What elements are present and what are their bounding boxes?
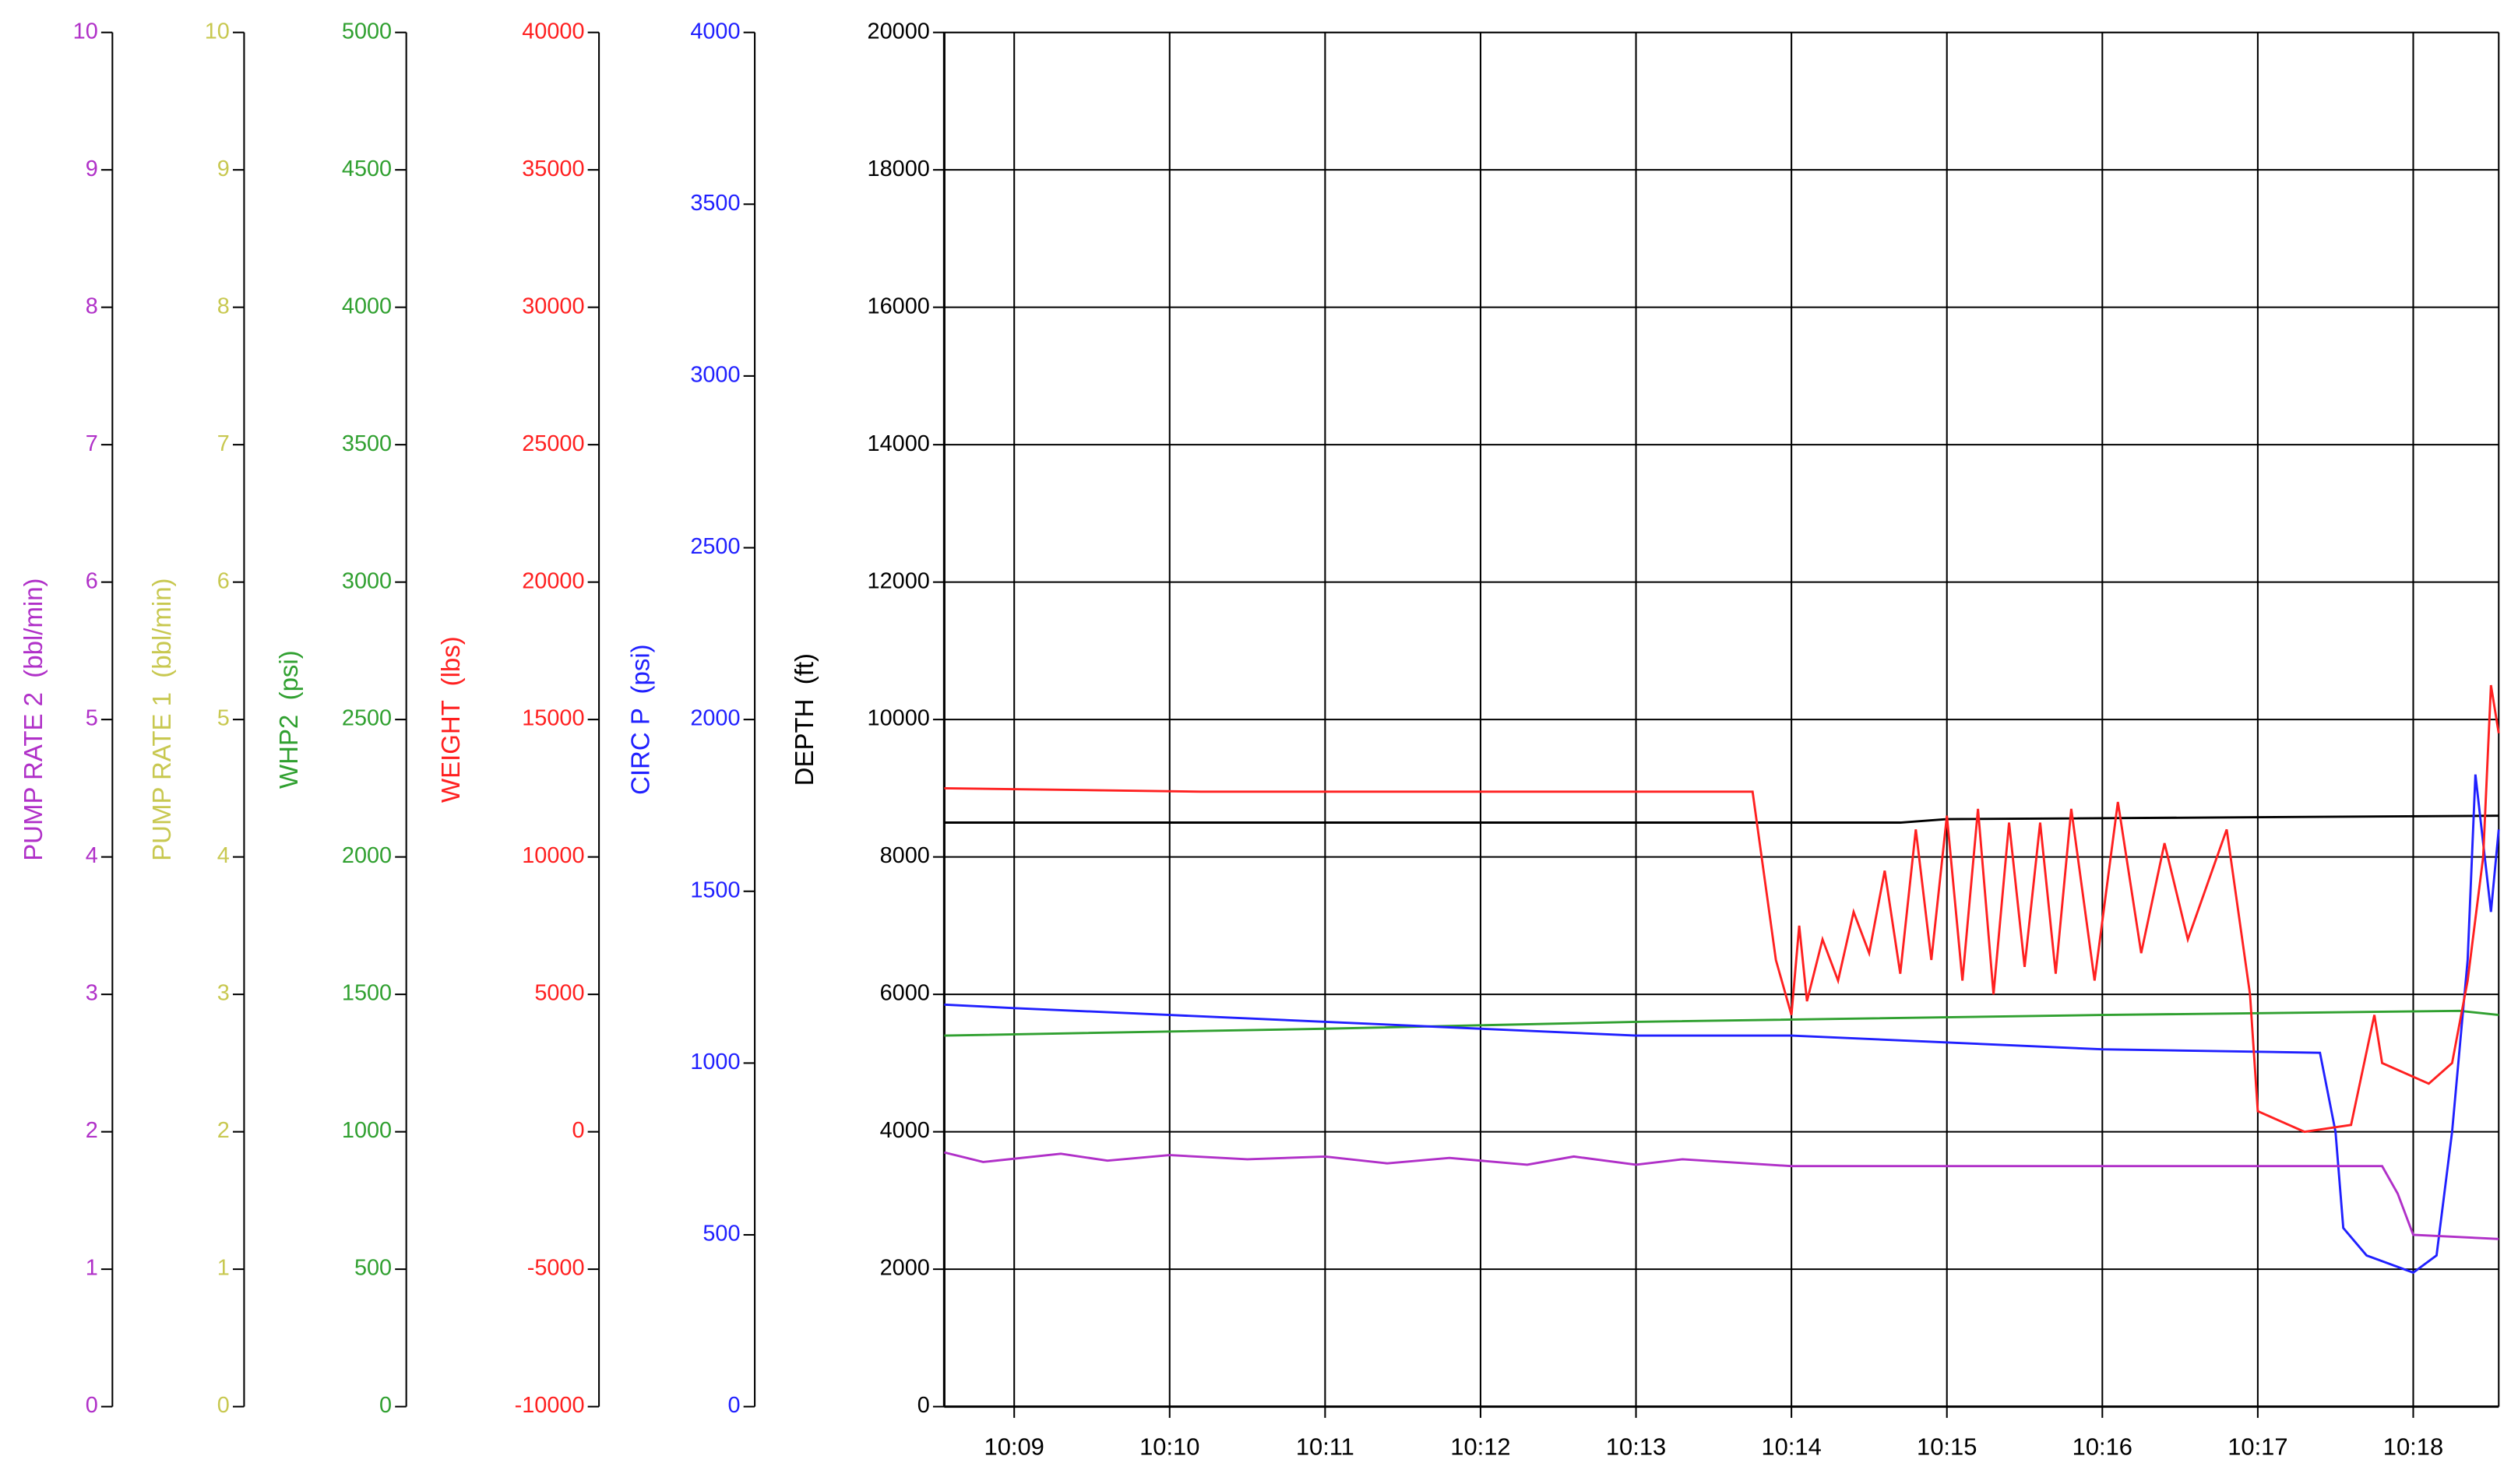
x-tick-label: 10:16 xyxy=(2073,1433,2132,1460)
axis-title: DEPTH (ft) xyxy=(790,653,819,786)
series-line xyxy=(944,1009,2499,1037)
axis-title: PUMP RATE 2 (bbl/min) xyxy=(19,578,48,860)
y-tick-label: 8 xyxy=(217,294,230,318)
y-tick-label: 10000 xyxy=(522,843,584,868)
y-tick-label: 3000 xyxy=(342,568,392,593)
axis-title: WEIGHT (lbs) xyxy=(436,636,465,803)
y-tick-label: 1500 xyxy=(690,877,740,902)
x-tick-label: 10:15 xyxy=(1917,1433,1977,1460)
y-tick-label: 2 xyxy=(217,1118,230,1143)
axis-title: PUMP RATE 1 (bbl/min) xyxy=(147,578,176,860)
y-tick-label: 500 xyxy=(703,1222,740,1247)
y-tick-label: 4 xyxy=(86,843,98,868)
y-tick-label: 2000 xyxy=(690,706,740,731)
y-tick-label: 500 xyxy=(354,1256,392,1281)
y-tick-label: 0 xyxy=(727,1393,740,1418)
series-line xyxy=(944,814,2499,824)
y-tick-label: 7 xyxy=(86,431,98,456)
x-tick-label: 10:10 xyxy=(1139,1433,1199,1460)
y-tick-label: 9 xyxy=(217,156,230,181)
y-tick-label: 6000 xyxy=(880,981,930,1006)
y-tick-label: 9 xyxy=(86,156,98,181)
y-tick-label: 3500 xyxy=(342,431,392,456)
y-tick-label: -5000 xyxy=(527,1256,585,1281)
y-tick-label: 3 xyxy=(217,981,230,1006)
y-tick-label: 16000 xyxy=(868,294,930,318)
y-tick-label: 8 xyxy=(86,294,98,318)
y-tick-label: 2 xyxy=(86,1118,98,1143)
y-tick-label: 5000 xyxy=(342,19,392,44)
series-line xyxy=(944,684,2500,1134)
y-tick-label: 2500 xyxy=(690,534,740,559)
y-tick-label: 8000 xyxy=(880,843,930,868)
y-tick-label: 10 xyxy=(205,19,230,44)
x-tick-label: 10:11 xyxy=(1296,1433,1354,1460)
y-tick-label: 4000 xyxy=(342,294,392,318)
y-tick-label: 3 xyxy=(86,981,98,1006)
y-tick-label: 1500 xyxy=(342,981,392,1006)
y-tick-label: 10 xyxy=(73,19,98,44)
y-tick-label: 1 xyxy=(217,1256,230,1281)
y-tick-label: 3000 xyxy=(690,363,740,388)
y-tick-label: 5000 xyxy=(534,981,584,1006)
x-tick-label: 10:14 xyxy=(1761,1433,1821,1460)
y-tick-label: 4000 xyxy=(690,19,740,44)
y-tick-label: 2000 xyxy=(342,843,392,868)
y-tick-label: 2500 xyxy=(342,706,392,731)
y-tick-label: 4000 xyxy=(880,1118,930,1143)
y-tick-label: 1 xyxy=(86,1256,98,1281)
y-tick-label: 35000 xyxy=(522,156,584,181)
x-tick-label: 10:12 xyxy=(1450,1433,1510,1460)
y-tick-label: 0 xyxy=(86,1393,98,1418)
y-tick-label: 15000 xyxy=(522,706,584,731)
y-tick-label: 25000 xyxy=(522,431,584,456)
axis-title: WHP2 (psi) xyxy=(274,650,303,789)
y-tick-label: 0 xyxy=(379,1393,392,1418)
y-tick-label: 14000 xyxy=(868,431,930,456)
y-tick-label: 3500 xyxy=(690,191,740,216)
y-tick-label: 20000 xyxy=(522,568,584,593)
y-tick-label: 10000 xyxy=(868,706,930,731)
y-tick-label: 0 xyxy=(917,1393,930,1418)
series-line xyxy=(944,774,2500,1275)
y-tick-label: 6 xyxy=(86,568,98,593)
y-tick-label: 40000 xyxy=(522,19,584,44)
y-tick-label: -10000 xyxy=(515,1393,585,1418)
x-tick-label: 10:13 xyxy=(1606,1433,1666,1460)
y-tick-label: 12000 xyxy=(868,568,930,593)
y-tick-label: 4500 xyxy=(342,156,392,181)
y-tick-label: 1000 xyxy=(342,1118,392,1143)
x-tick-label: 10:09 xyxy=(984,1433,1044,1460)
y-tick-label: 5 xyxy=(86,706,98,731)
y-tick-label: 2000 xyxy=(880,1256,930,1281)
y-tick-label: 6 xyxy=(217,568,230,593)
y-tick-label: 0 xyxy=(572,1118,584,1143)
x-tick-label: 10:18 xyxy=(2383,1433,2443,1460)
axis-title: CIRC P (psi) xyxy=(625,644,654,795)
y-tick-label: 1000 xyxy=(690,1050,740,1074)
x-tick-label: 10:17 xyxy=(2227,1433,2287,1460)
series-line xyxy=(944,1151,2499,1240)
y-tick-label: 4 xyxy=(217,843,230,868)
y-tick-label: 7 xyxy=(217,431,230,456)
y-tick-label: 30000 xyxy=(522,294,584,318)
y-tick-label: 18000 xyxy=(868,156,930,181)
y-tick-label: 0 xyxy=(217,1393,230,1418)
y-tick-label: 20000 xyxy=(868,19,930,44)
y-tick-label: 5 xyxy=(217,706,230,731)
